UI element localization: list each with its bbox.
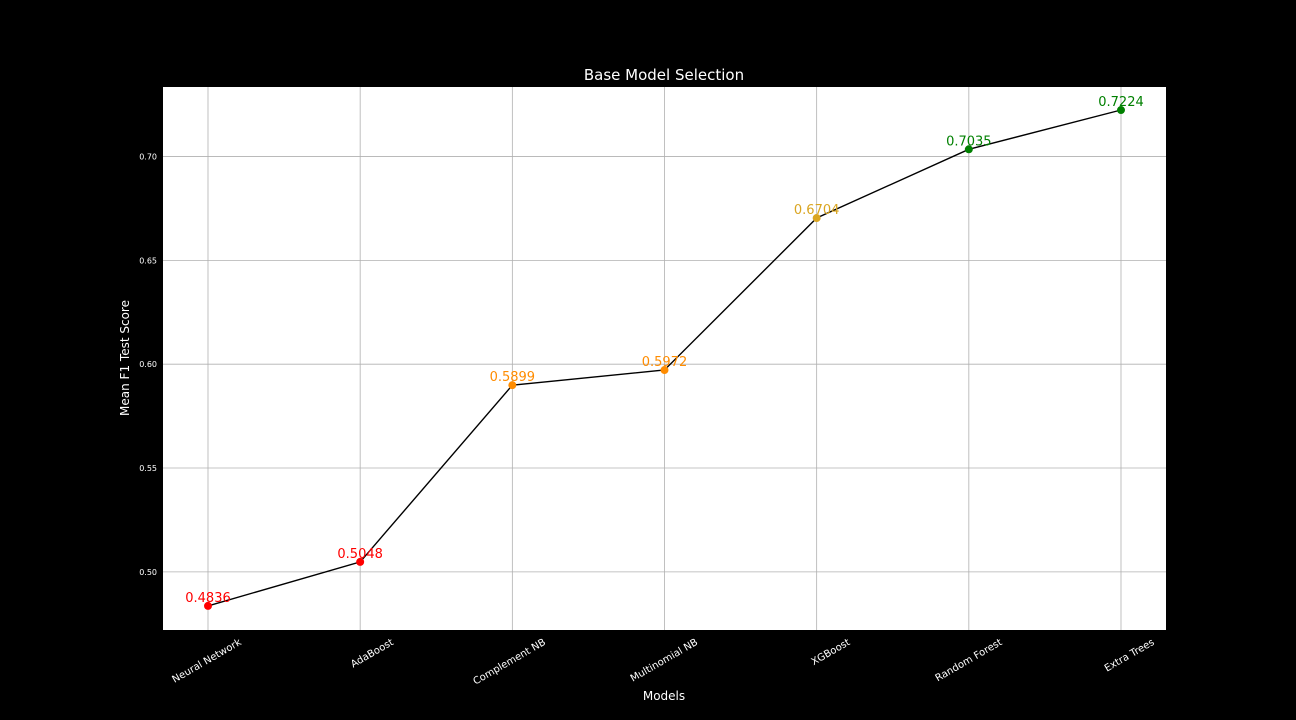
data-label: 0.5048 xyxy=(337,547,383,562)
data-labels: 0.4836 0.5048 0.5899 0.5972 0.6704 0.7035 0.72… xyxy=(185,95,1144,606)
y-tick-label: 0.60 xyxy=(139,360,157,369)
y-axis-label: Mean F1 Test Score xyxy=(118,300,132,416)
data-point xyxy=(356,557,365,566)
data-point xyxy=(812,214,821,223)
data-point xyxy=(1117,106,1125,115)
data-points xyxy=(204,106,1125,610)
data-label: 0.7224 xyxy=(1098,95,1144,110)
y-axis-ticks: 0.50 0.55 0.60 0.65 0.70 xyxy=(139,153,157,577)
data-label: 0.4836 xyxy=(185,591,231,606)
data-point xyxy=(204,601,212,610)
grid xyxy=(163,87,1166,630)
data-point xyxy=(508,381,517,390)
y-tick-label: 0.50 xyxy=(139,568,157,577)
y-tick-label: 0.65 xyxy=(139,256,157,265)
data-point xyxy=(660,366,669,375)
y-tick-label: 0.70 xyxy=(139,153,157,162)
y-tick-label: 0.55 xyxy=(139,464,157,473)
chart-title: Base Model Selection xyxy=(584,66,744,84)
data-point xyxy=(964,145,973,154)
x-axis-label: Models xyxy=(643,689,685,703)
data-label: 0.5972 xyxy=(642,355,688,370)
data-label: 0.5899 xyxy=(490,370,536,385)
data-label: 0.7035 xyxy=(946,134,992,149)
data-label: 0.6704 xyxy=(794,203,840,218)
